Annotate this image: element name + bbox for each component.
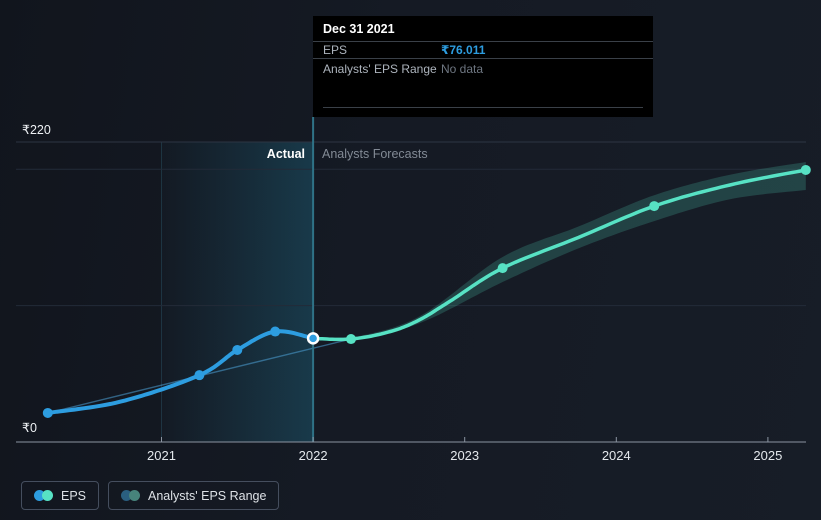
forecast-data-point[interactable] <box>800 164 811 175</box>
x-axis-label: 2022 <box>298 448 328 463</box>
y-axis-min-label: ₹0 <box>22 421 37 435</box>
selected-data-point[interactable] <box>306 332 320 345</box>
tooltip-eps-label: EPS <box>323 43 348 57</box>
eps-legend-icon <box>34 490 53 501</box>
tooltip-range-label: Analysts' EPS Range <box>323 61 437 76</box>
tooltip-range-value: No data <box>441 61 484 76</box>
tooltip-date-title: Dec 31 2021 <box>313 16 653 42</box>
actual-region-highlight <box>161 142 314 442</box>
analysts-eps-range-band <box>313 162 806 342</box>
tooltip: Dec 31 2021 EPS ₹76.011 Analysts' EPS Ra… <box>313 16 653 117</box>
actual-phase-label: Actual <box>266 147 305 161</box>
actual-eps-line <box>45 329 316 415</box>
forecast-phase-label: Analysts Forecasts <box>322 147 428 161</box>
x-axis-label: 2025 <box>753 448 783 463</box>
legend-item-eps[interactable]: EPS <box>21 481 100 510</box>
chart-legend: EPS Analysts' EPS Range <box>21 481 280 510</box>
forecast-data-point[interactable] <box>346 334 356 345</box>
x-axis-label: 2023 <box>450 448 480 463</box>
x-axis-label: 2021 <box>147 448 176 463</box>
actual-data-point[interactable] <box>194 370 205 381</box>
actual-data-point[interactable] <box>232 344 243 355</box>
tooltip-range-row: Analysts' EPS Range No data <box>313 59 653 78</box>
analysts-range-legend-icon <box>121 490 141 501</box>
x-axis-labels: 2021 2022 2023 2024 2025 <box>0 448 821 464</box>
actual-data-point[interactable] <box>270 326 281 337</box>
forecast-eps-line <box>311 168 808 342</box>
forecast-data-point[interactable] <box>649 201 660 212</box>
tooltip-eps-row: EPS ₹76.011 <box>313 42 653 59</box>
actual-data-point[interactable] <box>42 407 53 418</box>
legend-item-range-label: Analysts' EPS Range <box>148 488 267 503</box>
legend-item-analysts-eps-range[interactable]: Analysts' EPS Range <box>108 481 280 510</box>
tooltip-bottom-rule <box>323 107 643 108</box>
forecast-data-point[interactable] <box>497 263 508 274</box>
tooltip-eps-value: ₹76.011 <box>441 43 486 57</box>
legend-item-eps-label: EPS <box>61 488 87 503</box>
y-axis-max-label: ₹220 <box>22 123 51 137</box>
x-axis-label: 2024 <box>601 448 631 463</box>
